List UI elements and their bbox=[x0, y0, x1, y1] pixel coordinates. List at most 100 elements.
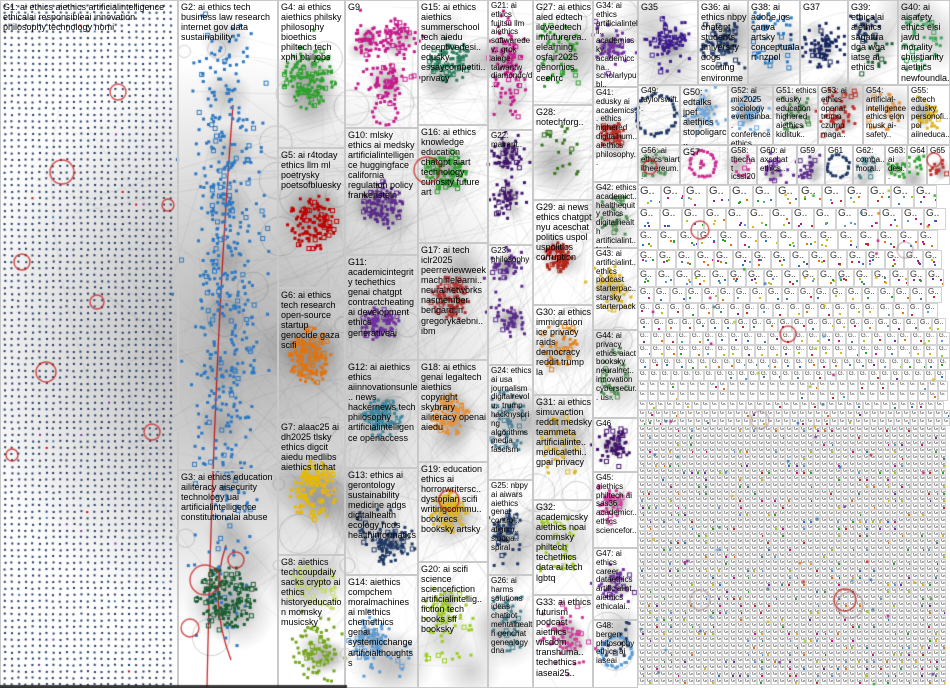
mini-group-cell[interactable]: G bbox=[890, 671, 897, 678]
mini-group-cell[interactable]: G bbox=[666, 496, 673, 503]
mini-group-cell[interactable]: G bbox=[708, 664, 715, 671]
mini-group-cell[interactable]: G bbox=[771, 468, 778, 475]
mini-group-cell[interactable]: G bbox=[757, 573, 764, 580]
mini-group-cell[interactable]: G. bbox=[693, 370, 704, 381]
mini-group-cell[interactable]: G bbox=[701, 678, 708, 685]
mini-group-cell[interactable]: G bbox=[792, 650, 799, 657]
mini-group-cell[interactable]: G bbox=[806, 587, 813, 594]
mini-group-cell[interactable]: G. bbox=[649, 370, 660, 381]
mini-group-cell[interactable]: G bbox=[792, 636, 799, 643]
mini-group-cell[interactable]: G bbox=[764, 531, 771, 538]
mini-group-cell[interactable]: G bbox=[666, 454, 673, 461]
mini-group-cell[interactable]: G.. bbox=[820, 332, 833, 345]
mini-group-cell[interactable]: G bbox=[827, 454, 834, 461]
mini-group-cell[interactable]: G bbox=[652, 629, 659, 636]
mini-group-cell[interactable]: G bbox=[702, 410, 710, 418]
mini-group-cell[interactable]: G bbox=[827, 426, 834, 433]
mini-group-cell[interactable]: G bbox=[897, 503, 904, 510]
mini-group-cell[interactable]: G bbox=[757, 650, 764, 657]
mini-group-cell[interactable]: G bbox=[820, 671, 827, 678]
mini-group-cell[interactable]: G bbox=[729, 433, 736, 440]
mini-group-cell[interactable]: G bbox=[827, 566, 834, 573]
mini-group-cell[interactable]: G bbox=[708, 650, 715, 657]
mini-group-cell[interactable]: G bbox=[701, 489, 708, 496]
mini-group-cell[interactable]: G bbox=[782, 418, 790, 426]
mini-group-cell[interactable]: G bbox=[687, 594, 694, 601]
mini-group-cell[interactable]: G bbox=[750, 678, 757, 685]
mini-group-cell[interactable]: G bbox=[806, 566, 813, 573]
mini-group-cell[interactable]: G. bbox=[926, 358, 938, 370]
mini-group-cell[interactable]: G. bbox=[828, 381, 838, 391]
mini-group-cell[interactable]: G bbox=[834, 587, 841, 594]
mini-group-cell[interactable]: G bbox=[785, 482, 792, 489]
mini-group-cell[interactable]: G bbox=[939, 594, 946, 601]
mini-group-cell[interactable]: G bbox=[827, 664, 834, 671]
mini-group-cell[interactable]: G bbox=[820, 615, 827, 622]
mini-group-cell[interactable]: G bbox=[932, 538, 939, 545]
mini-group-cell[interactable]: G bbox=[911, 440, 918, 447]
mini-group-cell[interactable]: G bbox=[869, 650, 876, 657]
mini-group-cell[interactable]: G.. bbox=[834, 318, 848, 332]
mini-group-cell[interactable]: G. bbox=[701, 401, 710, 410]
mini-group-cell[interactable]: G bbox=[680, 426, 687, 433]
mini-group-cell[interactable]: G bbox=[862, 531, 869, 538]
mini-group-cell[interactable]: G bbox=[841, 566, 848, 573]
mini-group-cell[interactable]: G.. bbox=[710, 269, 728, 287]
mini-group-cell[interactable]: G bbox=[666, 622, 673, 629]
mini-group-cell[interactable]: G bbox=[766, 410, 774, 418]
mini-group-cell[interactable]: G. bbox=[746, 401, 755, 410]
mini-group-cell[interactable]: G.. bbox=[926, 269, 944, 287]
mini-group-cell[interactable]: G bbox=[764, 517, 771, 524]
mini-group-cell[interactable]: G bbox=[799, 447, 806, 454]
mini-group-cell[interactable]: G bbox=[708, 594, 715, 601]
mini-group-cell[interactable]: G bbox=[715, 433, 722, 440]
mini-group-cell[interactable]: G bbox=[878, 418, 886, 426]
mini-group-cell[interactable]: G. bbox=[638, 391, 648, 401]
mini-group-cell[interactable]: G bbox=[771, 433, 778, 440]
mini-group-cell[interactable]: G bbox=[742, 418, 750, 426]
mini-group-cell[interactable]: G.. bbox=[798, 230, 818, 250]
mini-group-cell[interactable]: G bbox=[883, 587, 890, 594]
mini-group-cell[interactable]: G bbox=[666, 475, 673, 482]
mini-group-cell[interactable]: G bbox=[904, 566, 911, 573]
mini-group-cell[interactable]: G bbox=[687, 447, 694, 454]
mini-group-cell[interactable]: G bbox=[883, 566, 890, 573]
mini-group-cell[interactable]: G bbox=[673, 482, 680, 489]
mini-group-cell[interactable]: G bbox=[687, 440, 694, 447]
mini-group-cell[interactable]: G bbox=[806, 468, 813, 475]
mini-group-cell[interactable]: G.. bbox=[707, 185, 730, 208]
mini-group-cell[interactable]: G bbox=[645, 629, 652, 636]
mini-group-cell[interactable]: G bbox=[778, 629, 785, 636]
mini-group-cell[interactable]: G bbox=[678, 410, 686, 418]
mini-group-cell[interactable]: G.. bbox=[718, 287, 734, 303]
mini-group-cell[interactable]: G bbox=[645, 482, 652, 489]
mini-group-cell[interactable]: G bbox=[785, 650, 792, 657]
mini-group-cell[interactable]: G bbox=[883, 503, 890, 510]
mini-group-cell[interactable]: G.. bbox=[848, 303, 863, 318]
mini-group-cell[interactable]: G bbox=[757, 496, 764, 503]
mini-group-cell[interactable]: G bbox=[736, 601, 743, 608]
mini-group-cell[interactable]: G bbox=[869, 545, 876, 552]
mini-group-cell[interactable]: G bbox=[925, 531, 932, 538]
mini-group-cell[interactable]: G bbox=[710, 410, 718, 418]
mini-group-cell[interactable]: G.. bbox=[652, 318, 666, 332]
mini-group-cell[interactable]: G bbox=[834, 664, 841, 671]
mini-group-cell[interactable]: G bbox=[673, 678, 680, 685]
mini-group-cell[interactable]: G bbox=[736, 496, 743, 503]
mini-group-cell[interactable]: G bbox=[778, 573, 785, 580]
mini-group-cell[interactable]: G bbox=[904, 454, 911, 461]
mini-group-cell[interactable]: G bbox=[771, 552, 778, 559]
mini-group-cell[interactable]: G bbox=[883, 636, 890, 643]
mini-group-cell[interactable]: G bbox=[666, 636, 673, 643]
mini-group-cell[interactable]: G bbox=[708, 573, 715, 580]
mini-group-cell[interactable]: G bbox=[904, 426, 911, 433]
mini-group-cell[interactable]: G bbox=[838, 418, 846, 426]
mini-group-cell[interactable]: G bbox=[814, 418, 822, 426]
mini-group-cell[interactable]: G bbox=[841, 433, 848, 440]
mini-group-cell[interactable]: G bbox=[939, 454, 946, 461]
mini-group-cell[interactable]: G bbox=[862, 657, 869, 664]
mini-group-cell[interactable]: G bbox=[806, 475, 813, 482]
mini-group-cell[interactable]: G bbox=[778, 664, 785, 671]
mini-group-cell[interactable]: G bbox=[764, 587, 771, 594]
mini-group-cell[interactable]: G bbox=[813, 489, 820, 496]
